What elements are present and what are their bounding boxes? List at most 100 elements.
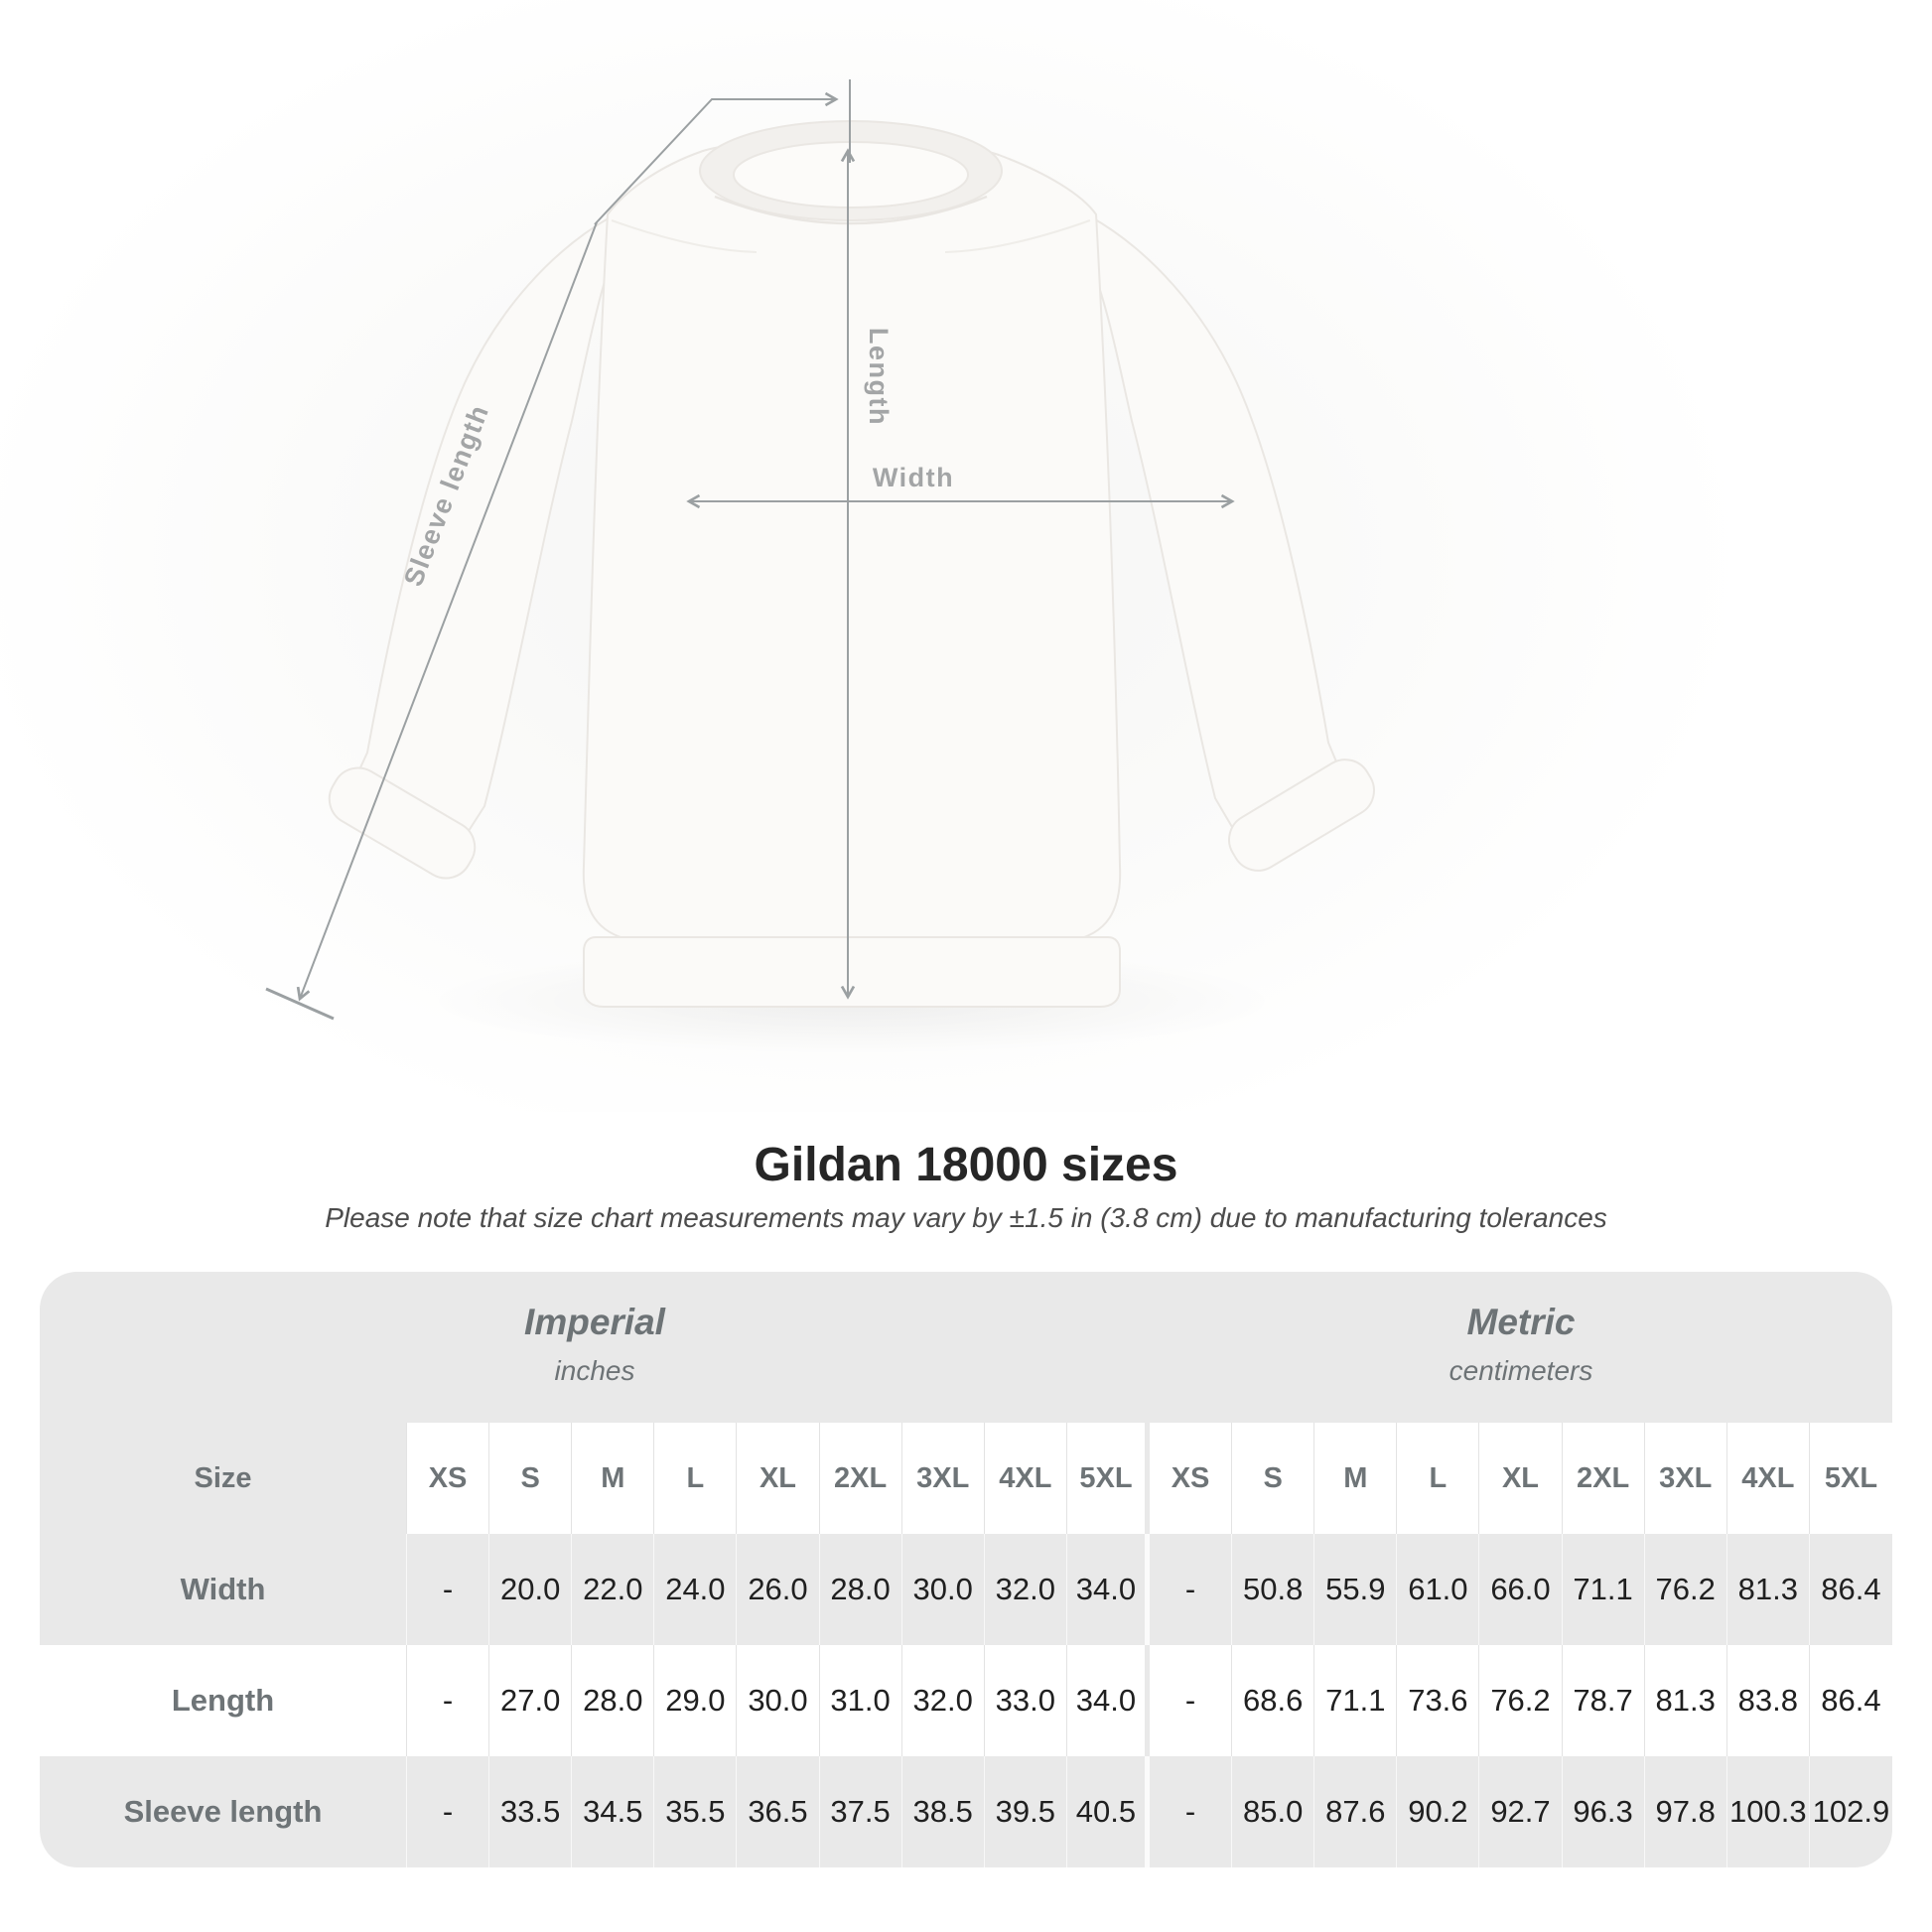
hem-band [583,936,1121,1008]
size-column-header: 3XL [1644,1423,1727,1534]
size-value-cell: 71.1 [1563,1534,1645,1645]
page-title: Gildan 18000 sizes [754,1139,1178,1191]
left-shoulder-seam [611,219,758,253]
size-table-card: Imperial inches Metric centimeters Size X… [40,1272,1892,1867]
left-cuff [328,766,477,880]
size-value-cell: 81.3 [1644,1645,1727,1756]
size-value-cell: - [1150,1645,1233,1756]
size-column-header: 5XL [1809,1423,1892,1534]
size-value-cell: 31.0 [819,1645,902,1756]
size-value-cell: 33.0 [984,1645,1067,1756]
right-cuff [1228,759,1375,872]
size-value-cell: 22.0 [572,1534,655,1645]
unit-headers: Imperial inches Metric centimeters [40,1272,1892,1423]
size-column-header: M [572,1423,655,1534]
row-label: Sleeve length [40,1756,407,1867]
metric-group-header: Metric centimeters [1150,1272,1892,1423]
size-value-cell: - [1150,1534,1233,1645]
size-value-cell: 100.3 [1727,1756,1810,1867]
product-diagram: Length Width Sleeve length [0,0,1932,1112]
size-value-cell: 61.0 [1397,1534,1480,1645]
size-column-header: XS [1150,1423,1233,1534]
size-value-cell: 20.0 [489,1534,573,1645]
size-column-header: S [489,1423,573,1534]
size-value-cell: 96.3 [1563,1756,1645,1867]
size-value-cell: 68.6 [1232,1645,1315,1756]
size-value-cell: 102.9 [1812,1794,1890,1829]
size-value-cell: 86.4 [1821,1572,1881,1606]
right-sleeve [1088,214,1350,858]
imperial-label: Imperial [524,1302,665,1342]
size-column-header: M [1314,1423,1398,1534]
size-column-header: 2XL [1562,1423,1645,1534]
tolerance-note: Please note that size chart measurements… [325,1202,1607,1233]
size-value-cell: 26.0 [737,1534,820,1645]
size-column-header: XS [407,1423,490,1534]
size-value-cell: 34.0 [1067,1534,1150,1645]
size-column-header: XL [737,1423,820,1534]
size-column-header: 5XL [1066,1423,1150,1534]
size-value-cell: 50.8 [1232,1534,1315,1645]
size-value-cell: 83.8 [1726,1645,1810,1756]
size-value-cell: 55.9 [1314,1534,1398,1645]
size-value-cell: 28.0 [572,1645,655,1756]
size-column-header: 4XL [984,1423,1067,1534]
size-value-cell: 37.5 [820,1756,902,1867]
neck-leader-line [594,91,839,225]
metric-label: Metric [1466,1302,1576,1342]
size-value-cell: 32.0 [901,1645,985,1756]
size-value-cell: 85.0 [1232,1756,1315,1867]
row-label: Width [40,1534,407,1645]
size-value-cell: 35.5 [654,1756,738,1867]
metric-unit-label: centimeters [1449,1355,1593,1386]
size-value-cell: 32.0 [985,1534,1067,1645]
imperial-group-header: Imperial inches [40,1272,1150,1423]
size-value-cell: - [407,1534,490,1645]
sleeve-end-tick [265,987,335,1021]
size-value-cell: 92.7 [1479,1756,1563,1867]
size-value-cell: 34.0 [1066,1645,1150,1756]
sweatshirt-diagram: Length Width Sleeve length [265,79,1375,1054]
size-value-cell: - [407,1756,490,1867]
size-column-header: Size [40,1423,407,1534]
size-value-cell: 33.5 [489,1756,573,1867]
right-shoulder-seam [944,219,1091,253]
body-panel [582,137,1122,942]
sleeve-dimension-line [296,221,598,1002]
size-column-header: XL [1479,1423,1563,1534]
size-column-header: L [1397,1423,1480,1534]
width-dimension-label: Width [873,463,954,492]
sweatshirt-illustration [328,120,1375,1008]
size-value-cell: 81.3 [1727,1534,1810,1645]
size-value-cell: 24.0 [654,1534,738,1645]
size-column-header: S [1232,1423,1315,1534]
size-value-cell: 27.0 [489,1645,573,1756]
size-column-header: 4XL [1726,1423,1810,1534]
size-column-header: 2XL [819,1423,902,1534]
size-value-cell: 78.7 [1562,1645,1645,1756]
length-dimension-label: Length [864,328,894,426]
imperial-unit-label: inches [554,1355,635,1386]
size-value-cell: 39.5 [985,1756,1067,1867]
size-value-cell: 66.0 [1479,1534,1563,1645]
size-value-cell: 90.2 [1397,1756,1480,1867]
size-value-cell: 36.5 [737,1756,820,1867]
left-sleeve [344,214,614,864]
size-value-cell: 73.6 [1397,1645,1480,1756]
size-value-cell: 87.6 [1314,1756,1398,1867]
dimension-lines [265,79,1235,1021]
size-value-cell: - [1150,1756,1233,1867]
size-value-cell: 34.5 [572,1756,655,1867]
size-value-cell: 76.2 [1479,1645,1563,1756]
size-value-cell: 76.2 [1645,1534,1727,1645]
size-value-cell: - [407,1645,490,1756]
size-value-cell: 29.0 [654,1645,738,1756]
size-column-header: 3XL [901,1423,985,1534]
size-value-cell: 28.0 [820,1534,902,1645]
size-value-cell: 30.0 [737,1645,820,1756]
size-value-cell: 71.1 [1314,1645,1398,1756]
size-value-cell: 30.0 [902,1534,985,1645]
size-value-cell: 86.4 [1809,1645,1892,1756]
size-value-cell: 97.8 [1645,1756,1727,1867]
